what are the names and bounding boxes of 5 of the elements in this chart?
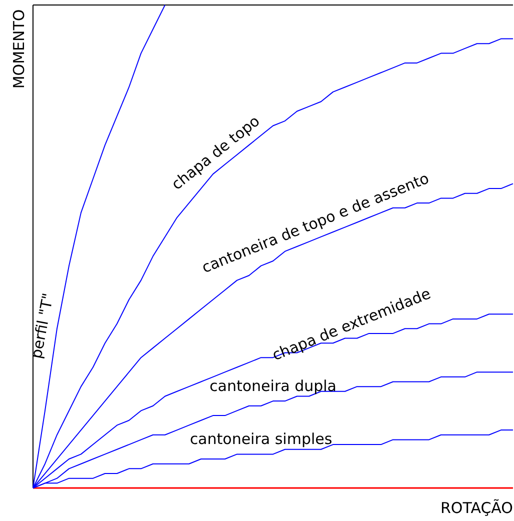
y-axis-title: MOMENTO [10,9,28,89]
x-axis-title: ROTAÇÃO [440,499,513,517]
text: perfil "T" [27,292,58,360]
series-label: cantoneira dupla [210,377,336,396]
series-label: cantoneira simples [190,430,332,448]
